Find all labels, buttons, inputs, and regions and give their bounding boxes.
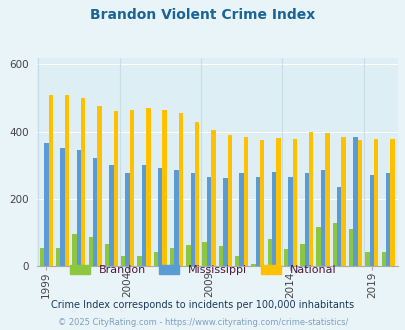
Bar — [332, 223, 336, 266]
Bar — [109, 165, 113, 266]
Bar — [97, 106, 102, 266]
Bar — [292, 139, 296, 266]
Bar — [239, 174, 243, 266]
Bar — [324, 133, 329, 266]
Bar — [60, 148, 65, 266]
Bar — [336, 187, 341, 266]
Bar — [93, 158, 97, 266]
Bar — [218, 246, 223, 266]
Bar — [158, 168, 162, 266]
Bar — [153, 251, 158, 266]
Bar — [88, 237, 93, 266]
Bar — [299, 244, 304, 266]
Bar — [234, 256, 239, 266]
Bar — [104, 244, 109, 266]
Bar — [260, 140, 264, 266]
Bar — [162, 110, 166, 266]
Bar — [373, 139, 377, 266]
Bar — [130, 110, 134, 266]
Bar — [207, 177, 211, 266]
Bar — [288, 177, 292, 266]
Text: Brandon Violent Crime Index: Brandon Violent Crime Index — [90, 8, 315, 22]
Bar — [44, 143, 48, 266]
Bar — [77, 150, 81, 266]
Bar — [125, 174, 130, 266]
Bar — [348, 229, 352, 266]
Bar — [271, 172, 276, 266]
Bar — [40, 248, 44, 266]
Bar — [146, 108, 150, 266]
Bar — [251, 264, 255, 266]
Bar — [202, 242, 207, 266]
Bar — [186, 245, 190, 266]
Bar — [194, 122, 199, 266]
Bar — [320, 170, 324, 266]
Bar — [113, 111, 118, 266]
Bar — [315, 227, 320, 266]
Bar — [283, 249, 288, 266]
Bar — [304, 174, 308, 266]
Bar — [170, 248, 174, 266]
Bar — [267, 239, 271, 266]
Bar — [178, 113, 183, 266]
Bar — [352, 137, 357, 266]
Bar — [65, 95, 69, 266]
Bar — [223, 179, 227, 266]
Bar — [385, 174, 389, 266]
Bar — [81, 98, 85, 266]
Bar — [56, 248, 60, 266]
Bar — [243, 137, 247, 266]
Bar — [141, 165, 146, 266]
Bar — [369, 175, 373, 266]
Bar — [255, 177, 260, 266]
Bar — [211, 130, 215, 266]
Bar — [48, 95, 53, 266]
Bar — [190, 174, 194, 266]
Bar — [137, 256, 141, 266]
Bar — [121, 256, 125, 266]
Text: © 2025 CityRating.com - https://www.cityrating.com/crime-statistics/: © 2025 CityRating.com - https://www.city… — [58, 318, 347, 327]
Bar — [364, 252, 369, 266]
Bar — [389, 139, 394, 266]
Legend: Brandon, Mississippi, National: Brandon, Mississippi, National — [65, 261, 340, 280]
Text: Crime Index corresponds to incidents per 100,000 inhabitants: Crime Index corresponds to incidents per… — [51, 300, 354, 310]
Bar — [72, 234, 77, 266]
Bar — [308, 132, 313, 266]
Bar — [341, 137, 345, 266]
Bar — [381, 252, 385, 266]
Bar — [357, 140, 361, 266]
Bar — [276, 138, 280, 266]
Bar — [174, 170, 178, 266]
Bar — [227, 135, 231, 266]
